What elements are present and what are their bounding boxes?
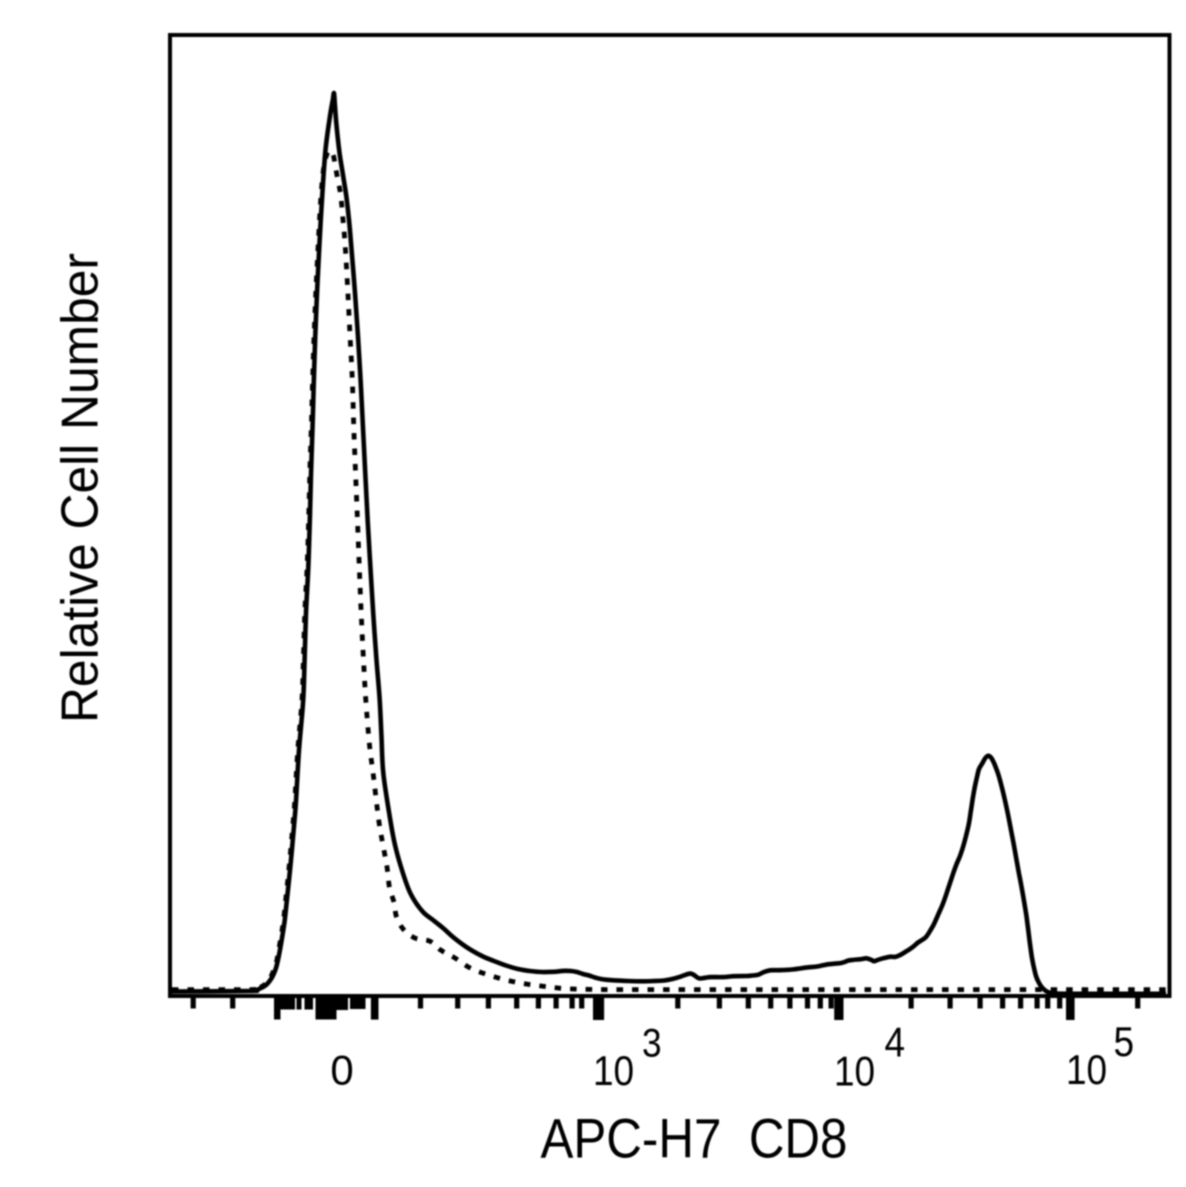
svg-text:5: 5 — [1114, 1019, 1135, 1066]
svg-text:APC-H7 CD8: APC-H7 CD8 — [541, 1106, 848, 1169]
svg-text:10: 10 — [1066, 1047, 1107, 1094]
svg-text:3: 3 — [642, 1020, 662, 1065]
svg-text:10: 10 — [834, 1048, 875, 1095]
svg-text:10: 10 — [593, 1048, 634, 1095]
svg-text:Relative Cell Number: Relative Cell Number — [52, 253, 110, 723]
svg-text:0: 0 — [330, 1047, 353, 1094]
svg-text:4: 4 — [885, 1019, 906, 1066]
